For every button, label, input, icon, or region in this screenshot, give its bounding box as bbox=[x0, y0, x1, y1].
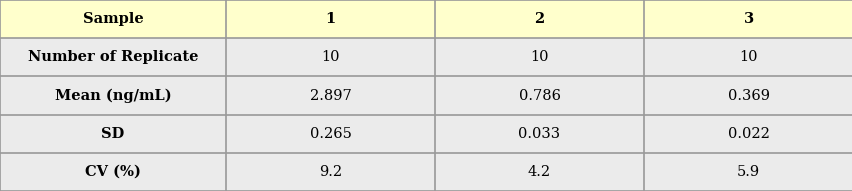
Bar bbox=[0, 0, 226, 38]
Bar bbox=[0, 153, 226, 191]
Text: 1: 1 bbox=[325, 12, 336, 26]
Text: CV (%): CV (%) bbox=[85, 165, 141, 179]
Bar bbox=[0, 76, 226, 115]
Text: 10: 10 bbox=[739, 50, 757, 64]
Bar bbox=[0, 115, 226, 153]
Bar bbox=[435, 76, 643, 115]
Bar bbox=[435, 153, 643, 191]
Bar bbox=[643, 115, 852, 153]
Text: Mean (ng/mL): Mean (ng/mL) bbox=[55, 88, 171, 103]
Bar bbox=[226, 76, 435, 115]
Text: SD: SD bbox=[101, 127, 124, 141]
Bar bbox=[643, 153, 852, 191]
Text: 2.897: 2.897 bbox=[309, 88, 351, 103]
Bar bbox=[643, 76, 852, 115]
Text: 5.9: 5.9 bbox=[736, 165, 759, 179]
Bar bbox=[435, 115, 643, 153]
Text: 3: 3 bbox=[743, 12, 752, 26]
Text: 0.786: 0.786 bbox=[518, 88, 560, 103]
Text: 4.2: 4.2 bbox=[527, 165, 550, 179]
Bar bbox=[226, 153, 435, 191]
Bar bbox=[226, 115, 435, 153]
Text: 10: 10 bbox=[530, 50, 548, 64]
Text: Sample: Sample bbox=[83, 12, 143, 26]
Text: Number of Replicate: Number of Replicate bbox=[28, 50, 198, 64]
Bar bbox=[643, 0, 852, 38]
Bar bbox=[435, 0, 643, 38]
Text: 10: 10 bbox=[321, 50, 339, 64]
Bar bbox=[226, 38, 435, 76]
Text: 0.033: 0.033 bbox=[518, 127, 560, 141]
Bar bbox=[226, 0, 435, 38]
Bar bbox=[643, 38, 852, 76]
Text: 0.369: 0.369 bbox=[727, 88, 769, 103]
Bar bbox=[435, 38, 643, 76]
Text: 0.265: 0.265 bbox=[309, 127, 351, 141]
Bar bbox=[0, 38, 226, 76]
Text: 0.022: 0.022 bbox=[727, 127, 769, 141]
Text: 9.2: 9.2 bbox=[319, 165, 342, 179]
Text: 2: 2 bbox=[533, 12, 544, 26]
